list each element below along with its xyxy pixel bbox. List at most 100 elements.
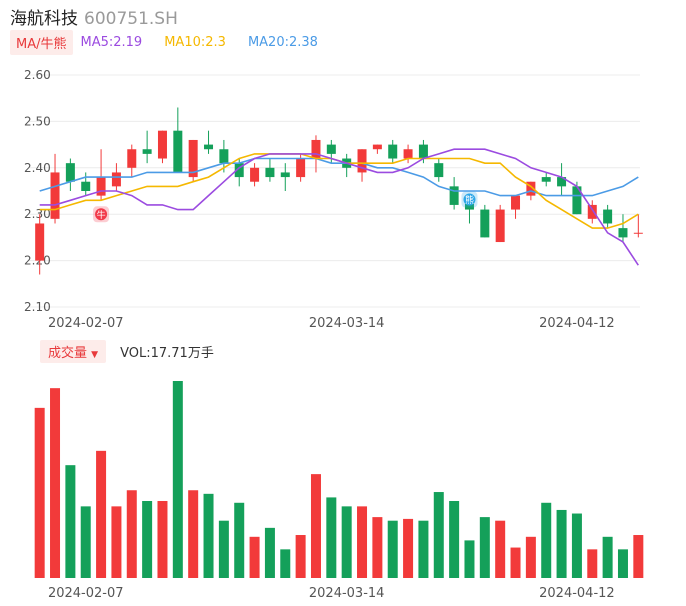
volume-bar [34, 407, 45, 578]
candle-body [357, 149, 367, 173]
volume-bar [126, 490, 137, 578]
candle-body [541, 177, 551, 182]
volume-bar [218, 520, 229, 578]
candle-body [111, 172, 121, 187]
dropdown-arrow-icon: ▼ [91, 349, 99, 360]
y-tick-label: 2.10 [24, 300, 51, 314]
volume-bar [495, 520, 506, 578]
volume-bar [602, 536, 613, 578]
marker-dot [463, 193, 476, 206]
volume-bar [326, 497, 337, 578]
volume-bar [433, 492, 444, 578]
volume-bar [172, 381, 183, 578]
marker-dot [95, 208, 108, 221]
volume-bar [80, 506, 91, 578]
volume-bar [142, 500, 153, 578]
volume-bar [357, 506, 368, 578]
x-tick-label: 2024-04-12 [539, 316, 615, 331]
volume-bar [617, 549, 628, 578]
candle-body [35, 223, 45, 261]
candle-body [572, 186, 582, 215]
volume-bar [418, 520, 429, 578]
volume-bar [587, 549, 598, 578]
volume-legend: 成交量 ▼ VOL:17.71万手 [40, 339, 214, 363]
candle-body [234, 163, 244, 178]
volume-bar [633, 535, 644, 578]
candle-body [280, 172, 290, 178]
stock-code: 600751.SH [84, 9, 178, 29]
candle-body [265, 167, 275, 178]
y-tick-label: 2.30 [24, 207, 51, 221]
ma-toggle-button[interactable]: MA/牛熊 [10, 29, 73, 55]
y-tick-label: 2.40 [24, 161, 51, 175]
candle-body [65, 163, 75, 182]
volume-bar [341, 506, 352, 578]
candle-body [219, 149, 229, 164]
y-tick-label: 2.50 [24, 114, 51, 128]
volume-bar [449, 500, 460, 578]
volume-bar [203, 493, 214, 578]
volume-bar [387, 520, 398, 578]
volume-x-tick-label: 2024-03-14 [309, 586, 385, 601]
volume-bar [111, 506, 122, 578]
bear-marker-icon: 熊 [461, 191, 478, 208]
volume-bar [249, 536, 260, 578]
volume-bar [310, 474, 321, 578]
marker-label: 牛 [97, 209, 106, 221]
volume-bar [295, 535, 306, 578]
ma-legend: MA/牛熊 MA5:2.19 MA10:2.3 MA20:2.38 [10, 29, 340, 55]
candle-body [372, 144, 382, 150]
volume-bar [525, 536, 536, 578]
candle-body [50, 172, 60, 219]
candle-body [311, 139, 321, 159]
volume-bar [464, 540, 475, 578]
volume-bar [541, 502, 552, 578]
candle-body [511, 195, 521, 210]
x-tick-label: 2024-03-14 [309, 316, 385, 331]
candle-body [434, 163, 444, 178]
volume-bar [403, 518, 414, 578]
volume-bar [264, 527, 275, 578]
ma20-legend: MA20:2.38 [247, 34, 318, 50]
volume-bar [234, 502, 245, 578]
ma5-legend: MA5:2.19 [80, 34, 143, 50]
volume-bar [510, 547, 521, 578]
volume-bar [50, 388, 61, 578]
volume-bar [571, 513, 582, 578]
volume-value: VOL:17.71万手 [120, 345, 214, 361]
candle-body [388, 144, 398, 159]
volume-bar [479, 517, 490, 578]
candle-body [204, 144, 214, 150]
candle-body [557, 177, 567, 187]
candle-body [495, 209, 505, 243]
candle-body [296, 158, 306, 178]
volume-x-tick-label: 2024-04-12 [539, 586, 615, 601]
candle-body [403, 149, 413, 159]
x-tick-label: 2024-02-07 [48, 316, 124, 331]
candle-body [326, 144, 336, 154]
volume-bar [188, 490, 199, 578]
stock-name: 海航科技 [10, 9, 78, 29]
y-tick-label: 2.60 [24, 68, 51, 82]
candle-body [449, 186, 459, 205]
marker-label: 熊 [465, 194, 474, 206]
candle-body [618, 228, 628, 238]
candle-body [96, 177, 106, 196]
volume-bar [157, 500, 168, 578]
stock-title: 海航科技 600751.SH [10, 4, 178, 29]
candle-body [603, 209, 613, 224]
volume-bar [280, 549, 291, 578]
bull-marker-icon: 牛 [93, 206, 110, 223]
candle-body [526, 181, 536, 196]
candle-body [157, 130, 167, 159]
candle-body [480, 209, 490, 238]
volume-label: 成交量 [48, 345, 88, 361]
ma5-line [39, 148, 639, 266]
volume-indicator-dropdown[interactable]: 成交量 ▼ [40, 339, 107, 363]
candle-body [418, 144, 428, 159]
candle-body [633, 232, 643, 234]
candle-body [250, 167, 260, 182]
candle-body [587, 204, 597, 219]
candle-body [127, 149, 137, 168]
